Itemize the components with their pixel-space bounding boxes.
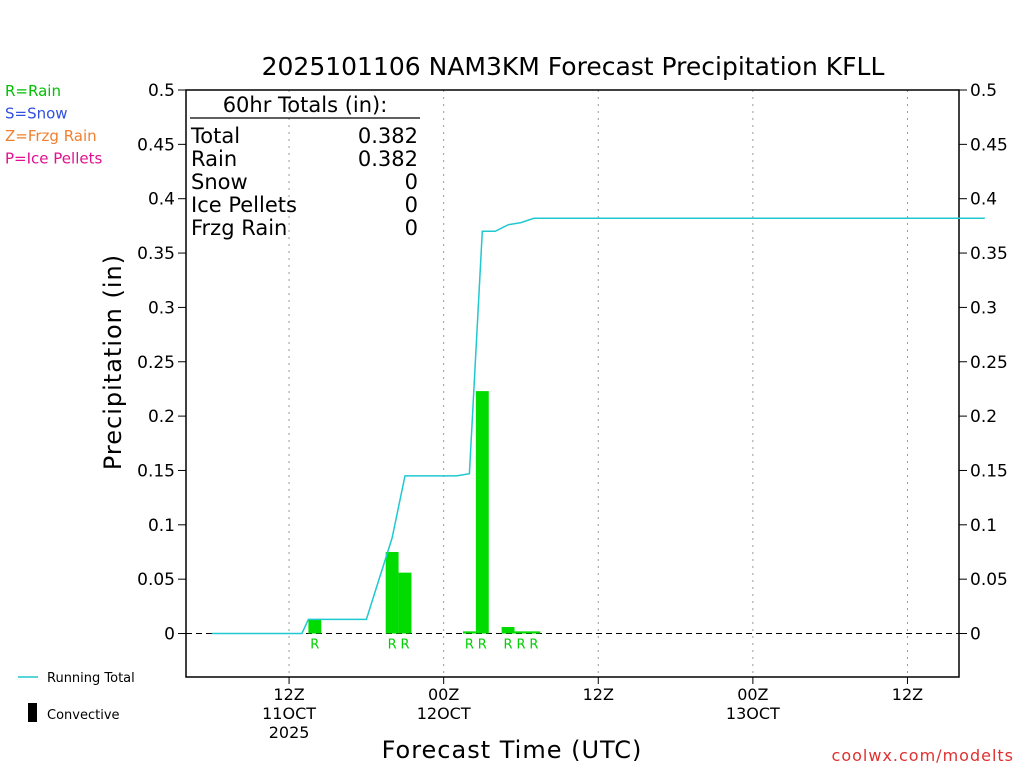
legend: Running Total Convective [18, 671, 135, 723]
x-axis-title: Forecast Time (UTC) [382, 736, 643, 764]
x-tick-label: 00Z [737, 685, 768, 704]
y-tick-label-right: 0.25 [970, 353, 1008, 373]
y-tick-label-left: 0.2 [148, 407, 175, 427]
totals-row-value: 0 [405, 216, 418, 240]
ptype-mark: R [388, 638, 397, 653]
y-tick-label-left: 0.15 [137, 461, 175, 481]
y-tick-label-right: 0.05 [970, 570, 1008, 590]
y-tick-label-right: 0 [970, 625, 981, 645]
y-tick-label-left: 0.25 [137, 353, 175, 373]
y-tick-label-left: 0.5 [148, 81, 175, 101]
precip-bar [385, 551, 399, 634]
y-tick-label-right: 0.1 [970, 516, 997, 536]
grid-lines [288, 90, 908, 677]
ptype-legend-item: R=Rain [5, 82, 61, 100]
totals-row-value: 0 [405, 193, 418, 217]
y-tick-label-right: 0.2 [970, 407, 997, 427]
precip-bar [501, 626, 515, 634]
y-tick-label-right: 0.4 [970, 190, 997, 210]
y-tick-label-right: 0.45 [970, 135, 1008, 155]
y-tick-label-left: 0.4 [148, 190, 175, 210]
x-tick-label: 00Z [428, 685, 459, 704]
totals-row-label: Rain [191, 147, 237, 171]
x-tick-label: 12OCT [417, 704, 471, 723]
precip-bar [308, 619, 322, 634]
x-tick-label: 12Z [273, 685, 304, 704]
totals-row-label: Ice Pellets [191, 193, 297, 217]
x-tick-label: 2025 [269, 723, 310, 742]
ptype-legend-item: P=Ice Pellets [5, 150, 102, 168]
totals-row-value: 0.382 [358, 124, 418, 148]
x-tick-label: 11OCT [262, 704, 316, 723]
ptype-mark: R [529, 638, 538, 653]
precip-bar [398, 572, 412, 634]
totals-row-value: 0.382 [358, 147, 418, 171]
totals-rows: Total 0.382 Rain 0.382 Snow 0 Ice Pellets 0 Frzg… [190, 124, 418, 240]
ptype-legend-item: S=Snow [5, 105, 68, 123]
y-axis-right: 0.5 0.45 0.4 0.35 0.3 0.25 0.2 0.15 0.1 0.05 0 [959, 81, 1008, 645]
y-tick-label-right: 0.35 [970, 244, 1008, 264]
running-total-legend-label: Running Total [47, 671, 135, 686]
y-tick-label-left: 0 [164, 625, 175, 645]
totals-row-value: 0 [405, 170, 418, 194]
y-tick-label-right: 0.3 [970, 298, 997, 318]
precip-bars [308, 391, 541, 634]
y-tick-label-left: 0.05 [137, 570, 175, 590]
x-tick-label: 13OCT [726, 704, 780, 723]
totals-row-label: Snow [191, 170, 248, 194]
precip-bar [527, 631, 541, 634]
y-axis-title: Precipitation (in) [99, 254, 127, 470]
x-tick-label: 12Z [892, 685, 923, 704]
plot-frame [185, 89, 960, 678]
y-tick-label-left: 0.1 [148, 516, 175, 536]
totals-row-label: Frzg Rain [191, 216, 287, 240]
ptype-legend-item: Z=Frzg Rain [5, 127, 97, 145]
totals-row-label: Total [190, 124, 240, 148]
running-total-line [211, 217, 985, 635]
y-tick-label-left: 0.3 [148, 298, 175, 318]
y-tick-label-right: 0.5 [970, 81, 997, 101]
y-tick-label-left: 0.45 [137, 135, 175, 155]
convective-legend-label: Convective [47, 708, 120, 723]
ptype-mark: R [400, 638, 409, 653]
chart-title: 2025101106 NAM3KM Forecast Precipitation… [262, 52, 885, 81]
totals-box: 60hr Totals (in): Total 0.382 Rain 0.382 Sno… [190, 93, 420, 240]
y-tick-label-left: 0.35 [137, 244, 175, 264]
precip-bar [514, 631, 528, 634]
ptype-legend: R=Rain S=Snow Z=Frzg Rain P=Ice Pellets [5, 82, 102, 168]
ptype-mark: R [478, 638, 487, 653]
y-axis-left: 0.5 0.45 0.4 0.35 0.3 0.25 0.2 0.15 0.1 0.05 0 [137, 81, 186, 645]
ptype-mark: R [504, 638, 513, 653]
totals-header: 60hr Totals (in): [223, 93, 388, 117]
credit-text: coolwx.com/modelts [832, 746, 1014, 765]
ptype-mark: R [465, 638, 474, 653]
precip-bar [462, 631, 476, 634]
convective-legend-swatch [28, 703, 37, 722]
ptype-mark: R [310, 638, 319, 653]
ptype-mark: R [516, 638, 525, 653]
y-tick-label-right: 0.15 [970, 461, 1008, 481]
precip-bar [475, 391, 489, 634]
x-tick-label: 12Z [583, 685, 614, 704]
